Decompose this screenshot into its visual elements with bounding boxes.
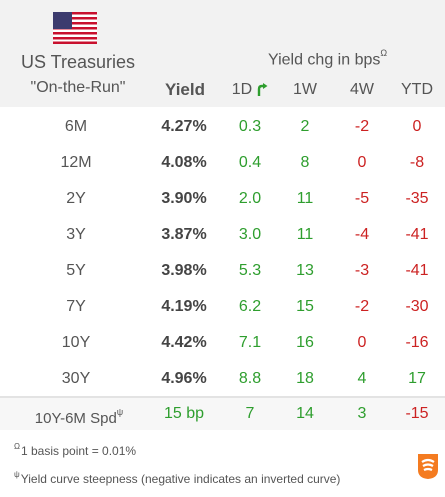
yield-column-header: Yield	[165, 80, 205, 99]
yield-value: 4.19%	[161, 298, 207, 315]
change-ytd: -41	[405, 262, 429, 279]
change-1d: 8.8	[238, 370, 262, 387]
yield-value: 4.27%	[161, 118, 207, 135]
change-ytd: -41	[405, 226, 429, 243]
yield-value: 3.98%	[161, 262, 207, 279]
change-ytd: -35	[405, 190, 429, 207]
spread-4w: 3	[357, 405, 367, 422]
yield-value: 4.42%	[161, 334, 207, 351]
change-4w: 0	[357, 154, 367, 171]
change-1d: 5.3	[238, 262, 262, 279]
change-1w: 15	[296, 298, 314, 315]
change-ytd: -8	[409, 154, 425, 171]
table-row: 6M 4.27% 0.3 2 -2 0	[0, 109, 445, 145]
change-1d: 3.0	[238, 226, 262, 243]
change-1w: 16	[296, 334, 314, 351]
change-1w: 2	[300, 118, 310, 135]
table-title: US Treasuries	[20, 52, 136, 72]
green-curved-arrow-icon	[258, 82, 268, 96]
maturity-label: 5Y	[66, 262, 86, 279]
change-4w: -4	[354, 226, 370, 243]
change-4w: -3	[354, 262, 370, 279]
spread-value: 15 bp	[163, 405, 205, 422]
table-row: 2Y 3.90% 2.0 11 -5 -35	[0, 181, 445, 217]
maturity-label: 12M	[60, 154, 92, 171]
maturity-label: 3Y	[66, 226, 86, 243]
maturity-label: 30Y	[61, 370, 91, 387]
yield-change-label: Yield chg in bps	[268, 51, 381, 69]
change-1d: 2.0	[238, 190, 262, 207]
yield-value: 3.90%	[161, 190, 207, 207]
table-header: US Treasuries "On-the-Run" Yield Yield c…	[0, 0, 445, 107]
yield-value: 4.08%	[161, 154, 207, 171]
maturity-label: 10Y	[61, 334, 91, 351]
change-1d: 7.1	[238, 334, 262, 351]
column-header-1d: 1D	[220, 81, 280, 99]
yield-value: 3.87%	[161, 226, 207, 243]
table-row: 10Y 4.42% 7.1 16 0 -16	[0, 325, 445, 361]
yield-change-header: Yield chg in bpsΩ	[268, 48, 388, 69]
change-4w: -5	[354, 190, 370, 207]
spread-label: 10Y-6M Spdψ	[34, 407, 124, 427]
change-ytd: 0	[412, 118, 422, 135]
change-1d: 0.4	[238, 154, 262, 171]
change-4w: 0	[357, 334, 367, 351]
change-ytd: 17	[408, 370, 426, 387]
divider	[0, 396, 445, 398]
change-1w: 11	[296, 226, 314, 243]
change-1w: 11	[296, 190, 314, 207]
column-header-1w: 1W	[293, 81, 317, 98]
change-4w: -2	[354, 298, 370, 315]
change-1w: 13	[296, 262, 314, 279]
spread-ytd: -15	[405, 405, 429, 422]
psi-superscript: ψ	[116, 407, 124, 417]
change-1w: 8	[300, 154, 310, 171]
change-ytd: -30	[405, 298, 429, 315]
footnote-basis-point: Ω1 basis point = 0.01%	[14, 442, 137, 458]
change-1w: 18	[296, 370, 314, 387]
change-4w: 4	[357, 370, 367, 387]
change-4w: -2	[354, 118, 370, 135]
column-header-ytd: YTD	[401, 81, 433, 98]
yield-value: 4.96%	[161, 370, 207, 387]
table-row: 5Y 3.98% 5.3 13 -3 -41	[0, 253, 445, 289]
us-flag-icon	[53, 12, 97, 44]
omega-superscript: Ω	[380, 48, 388, 58]
maturity-label: 2Y	[66, 190, 86, 207]
table-row: 7Y 4.19% 6.2 15 -2 -30	[0, 289, 445, 325]
spread-1w: 14	[296, 405, 314, 422]
table-row: 12M 4.08% 0.4 8 0 -8	[0, 145, 445, 181]
change-ytd: -16	[405, 334, 429, 351]
maturity-label: 6M	[64, 118, 88, 135]
table-row: 30Y 4.96% 8.8 18 4 17	[0, 361, 445, 397]
maturity-label: 7Y	[66, 298, 86, 315]
column-header-4w: 4W	[350, 81, 374, 98]
table-row: 3Y 3.87% 3.0 11 -4 -41	[0, 217, 445, 253]
spread-row: 10Y-6M Spdψ 15 bp 7 14 3 -15	[0, 398, 445, 430]
footnote-curve-steepness: ψYield curve steepness (negative indicat…	[14, 470, 341, 486]
brand-logo-icon	[418, 454, 438, 479]
change-1d: 6.2	[238, 298, 262, 315]
table-subtitle: "On-the-Run"	[30, 79, 126, 96]
spread-1d: 7	[245, 405, 255, 422]
change-1d: 0.3	[238, 118, 262, 135]
